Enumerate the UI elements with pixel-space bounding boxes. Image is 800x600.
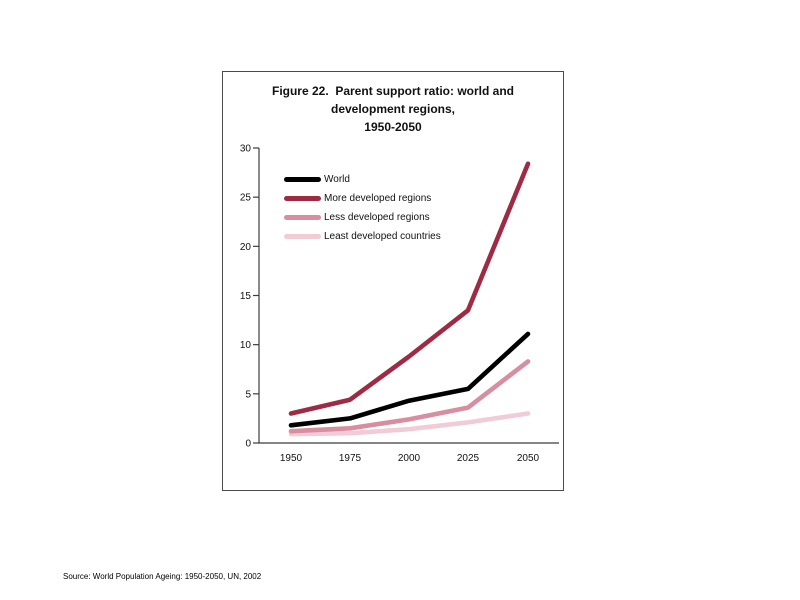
legend-row-more-developed: More developed regions bbox=[284, 189, 441, 208]
y-tick-label: 0 bbox=[245, 439, 251, 450]
x-tick-label: 2000 bbox=[398, 453, 421, 464]
legend-row-world: World bbox=[284, 170, 441, 189]
legend-label-less-developed: Less developed regions bbox=[324, 212, 430, 223]
legend-swatch-least-developed bbox=[284, 234, 321, 239]
chart-title-line-3: 1950-2050 bbox=[364, 120, 422, 134]
y-tick-label: 10 bbox=[240, 340, 252, 351]
x-tick-label: 2025 bbox=[457, 453, 480, 464]
y-tick-label: 5 bbox=[245, 389, 251, 400]
series-line-1 bbox=[288, 161, 531, 416]
series-line-2 bbox=[288, 359, 531, 434]
figure-panel: Figure 22. Parent support ratio: world a… bbox=[222, 71, 564, 491]
series-line-3 bbox=[288, 411, 531, 437]
legend-swatch-more-developed bbox=[284, 196, 321, 201]
chart-title: Figure 22. Parent support ratio: world a… bbox=[223, 82, 563, 136]
legend-label-more-developed: More developed regions bbox=[324, 193, 432, 204]
y-tick-label: 25 bbox=[240, 193, 252, 204]
x-tick-label: 1950 bbox=[280, 453, 303, 464]
series-line-0 bbox=[288, 331, 531, 428]
legend-row-least-developed: Least developed countries bbox=[284, 227, 441, 246]
chart-title-line-2: development regions, bbox=[330, 102, 456, 116]
y-tick-label: 15 bbox=[240, 291, 252, 302]
legend-swatch-world bbox=[284, 177, 321, 182]
chart-legend: World More developed regions Less develo… bbox=[284, 170, 441, 246]
chart-title-line-1: Figure 22. Parent support ratio: world a… bbox=[271, 84, 515, 98]
legend-row-less-developed: Less developed regions bbox=[284, 208, 441, 227]
source-note: Source: World Population Ageing: 1950-20… bbox=[63, 572, 262, 581]
x-tick-label: 2050 bbox=[517, 453, 540, 464]
legend-label-world: World bbox=[324, 174, 350, 185]
y-tick-label: 30 bbox=[240, 144, 252, 155]
legend-label-least-developed: Least developed countries bbox=[324, 231, 441, 242]
legend-swatch-less-developed bbox=[284, 215, 321, 220]
x-tick-label: 1975 bbox=[339, 453, 362, 464]
y-tick-label: 20 bbox=[240, 242, 252, 253]
